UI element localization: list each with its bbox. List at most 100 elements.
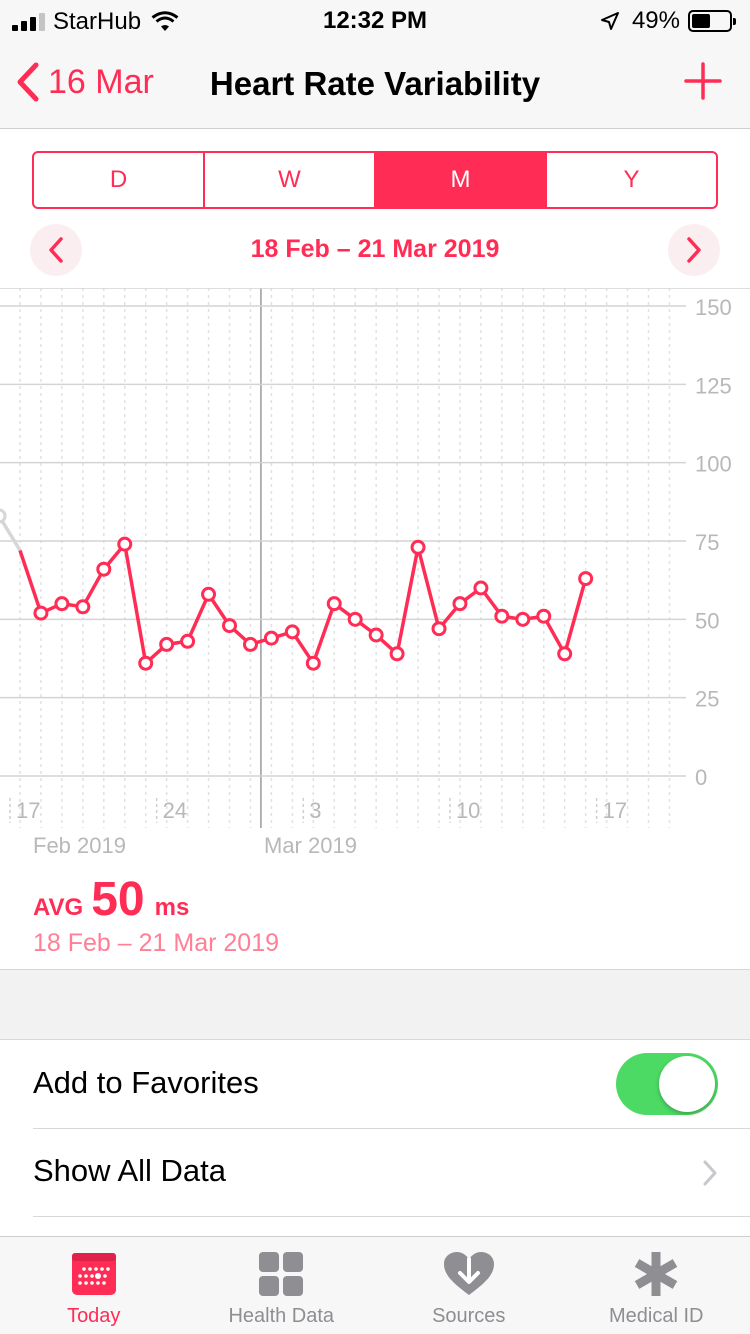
show-all-data-label: Show All Data <box>33 1153 226 1188</box>
y-tick-label: 125 <box>695 373 732 398</box>
page-title: Heart Rate Variability <box>209 65 541 102</box>
section-divider <box>0 969 750 970</box>
out-of-range-point <box>0 508 7 524</box>
heart-download-icon <box>443 1252 494 1295</box>
data-point[interactable] <box>54 596 70 612</box>
segment-day[interactable]: D <box>34 153 205 207</box>
next-period-button[interactable] <box>668 224 720 276</box>
data-point[interactable] <box>557 646 573 662</box>
out-of-range-line <box>0 514 22 552</box>
tab-sources[interactable]: Sources <box>375 1237 563 1334</box>
month-label: Feb 2019 <box>33 833 126 858</box>
data-point[interactable] <box>473 580 489 596</box>
data-point[interactable] <box>96 561 112 577</box>
data-point[interactable] <box>410 539 426 555</box>
data-point[interactable] <box>284 624 300 640</box>
grid-icon <box>259 1252 304 1296</box>
row-separator <box>33 1128 750 1129</box>
data-point[interactable] <box>452 596 468 612</box>
add-button[interactable] <box>684 62 722 105</box>
location-arrow-icon <box>600 12 619 30</box>
data-point[interactable] <box>180 633 196 649</box>
tab-today[interactable]: Today <box>0 1237 188 1334</box>
data-point[interactable] <box>138 655 154 671</box>
calendar-icon <box>71 1253 116 1295</box>
data-point[interactable] <box>326 596 342 612</box>
plus-icon <box>684 62 722 100</box>
status-time: 12:32 PM <box>322 7 428 34</box>
wifi-icon <box>151 11 179 31</box>
navigation-bar: 16 Mar Heart Rate Variability <box>0 40 750 129</box>
x-tick-label: 3 <box>309 798 321 823</box>
status-bar-right: 49% <box>600 7 736 35</box>
battery-icon <box>688 10 736 32</box>
show-all-data-row[interactable]: Show All Data <box>0 1129 750 1217</box>
y-tick-label: 50 <box>695 608 719 633</box>
tab-health-data[interactable]: Health Data <box>188 1237 376 1334</box>
tab-bar: Today Health Data Sources Medical ID <box>0 1236 750 1334</box>
chevron-right-icon <box>687 237 701 263</box>
data-point[interactable] <box>536 608 552 624</box>
back-button-label: 16 Mar <box>48 62 154 101</box>
favorites-toggle[interactable] <box>616 1053 718 1115</box>
data-point[interactable] <box>515 611 531 627</box>
favorites-row[interactable]: Add to Favorites <box>0 1041 750 1129</box>
tab-medical-id[interactable]: Medical ID <box>563 1237 750 1334</box>
y-tick-label: 150 <box>695 295 732 320</box>
data-point[interactable] <box>242 636 258 652</box>
hrv-series-line <box>18 542 588 665</box>
data-point[interactable] <box>494 608 510 624</box>
row-separator <box>33 1216 750 1217</box>
data-point[interactable] <box>368 627 384 643</box>
battery-percent: 49% <box>631 7 680 34</box>
asterisk-icon <box>634 1252 678 1296</box>
data-point[interactable] <box>578 571 594 587</box>
status-bar-left: StarHub <box>12 8 179 36</box>
x-tick-label: 17 <box>16 798 40 823</box>
time-range-segmented-control: D W M Y <box>32 151 718 209</box>
data-point[interactable] <box>33 605 49 621</box>
x-tick-label: 24 <box>163 798 187 823</box>
back-button[interactable]: 16 Mar <box>16 62 154 102</box>
data-point[interactable] <box>75 599 91 615</box>
average-summary: AVG 50 ms 18 Feb – 21 Mar 2019 <box>33 872 279 958</box>
data-point[interactable] <box>117 536 133 552</box>
segment-year[interactable]: Y <box>623 166 640 193</box>
x-tick-label: 10 <box>456 798 480 823</box>
previous-period-button[interactable] <box>30 224 82 276</box>
carrier-label: StarHub <box>53 8 142 35</box>
data-point[interactable] <box>159 636 175 652</box>
tab-today-label: Today <box>67 1305 121 1327</box>
chevron-left-icon <box>17 62 39 102</box>
tab-sources-label: Sources <box>432 1305 506 1327</box>
y-tick-label: 25 <box>695 687 719 712</box>
data-point[interactable] <box>222 618 237 634</box>
data-point[interactable] <box>305 655 321 671</box>
tab-medical-id-label: Medical ID <box>609 1305 704 1327</box>
avg-date-range: 18 Feb – 21 Mar 2019 <box>33 929 279 957</box>
status-bar: StarHub 12:32 PM 49% <box>0 0 750 40</box>
data-point[interactable] <box>347 611 363 627</box>
y-tick-label: 0 <box>695 765 707 790</box>
data-point[interactable] <box>201 586 217 602</box>
segment-month[interactable]: M <box>376 153 547 207</box>
section-gap <box>0 970 750 1040</box>
month-label: Mar 2019 <box>264 833 357 858</box>
average-line: AVG 50 ms <box>33 872 279 927</box>
y-tick-label: 100 <box>695 452 732 477</box>
avg-unit: ms <box>154 894 190 921</box>
favorites-label: Add to Favorites <box>33 1065 259 1100</box>
avg-value: 50 <box>91 873 145 926</box>
period-label: 18 Feb – 21 Mar 2019 <box>250 235 500 263</box>
cellular-signal-icon <box>12 13 45 31</box>
segment-week[interactable]: W <box>205 153 376 207</box>
hrv-chart[interactable]: 150 125 100 75 50 25 0 17 24 3 10 17 Feb 2019 Mar 2… <box>0 288 750 868</box>
hrv-line-chart[interactable]: 150 125 100 75 50 25 0 17 24 3 10 17 Feb 2019 Mar 2… <box>0 288 750 868</box>
avg-label: AVG <box>33 894 84 921</box>
data-point[interactable] <box>263 630 279 646</box>
data-point[interactable] <box>431 621 447 637</box>
data-point[interactable] <box>389 646 405 662</box>
x-tick-label: 17 <box>603 798 627 823</box>
y-tick-label: 75 <box>695 530 719 555</box>
tab-health-data-label: Health Data <box>228 1305 335 1327</box>
